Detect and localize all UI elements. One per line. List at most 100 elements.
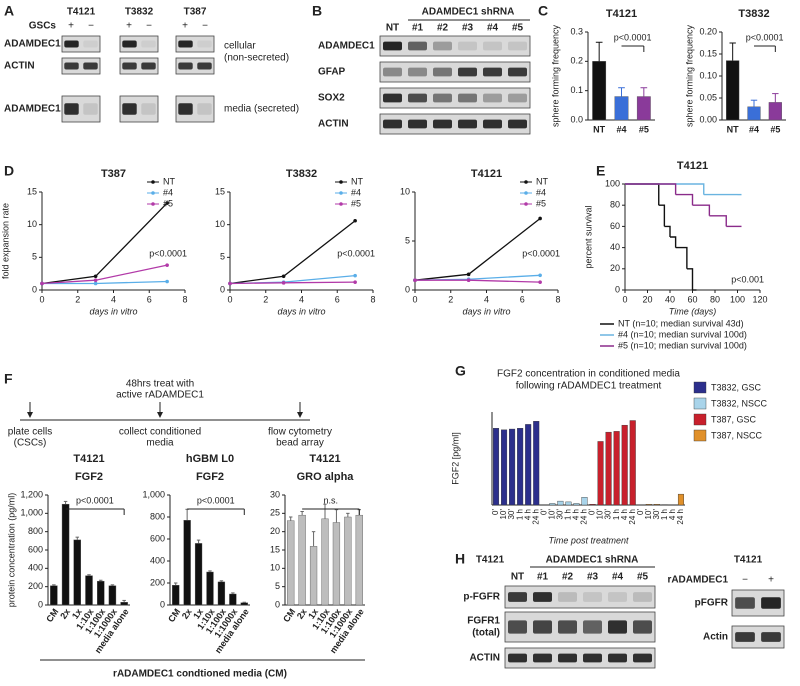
x-tick-label: 8 (370, 294, 375, 304)
y-tick-label: 10 (27, 219, 37, 229)
blot (379, 113, 531, 135)
blot-title: ADAMDEC1 shRNA (422, 7, 515, 18)
x-tick-label: 0' (588, 509, 597, 515)
y-tick-label: 1,000 (20, 508, 43, 518)
row-label: ACTIN (318, 119, 349, 130)
point (40, 281, 44, 286)
bar (581, 497, 588, 506)
annotation: p<0.0001 (614, 32, 652, 42)
legend-label: #4 (163, 187, 173, 197)
survival-step (675, 246, 688, 269)
y-tick-label: 1,000 (142, 489, 165, 499)
y-tick-label: 5 (32, 252, 37, 262)
band (608, 653, 627, 663)
band (383, 41, 402, 51)
point (538, 273, 542, 278)
legend-marker (339, 202, 343, 206)
y-tick-label: 0.1 (570, 85, 583, 95)
legend-marker (339, 191, 343, 195)
x-tick-label: 0 (39, 294, 44, 304)
x-tick-label: 30' (507, 509, 516, 520)
lane-label: #1 (537, 572, 549, 583)
legend-swatch (693, 429, 707, 442)
band (508, 592, 527, 602)
band (197, 103, 212, 115)
survival-step (670, 236, 677, 248)
row-label: GFAP (318, 67, 346, 78)
band (383, 93, 402, 103)
x-tick-label: 24 h (628, 509, 637, 525)
blot (379, 35, 531, 57)
point (538, 216, 542, 221)
band (761, 632, 781, 642)
x-tick-label: 10' (596, 509, 605, 520)
bar (96, 580, 105, 606)
band (508, 41, 527, 51)
survival-step (625, 183, 660, 206)
chart-title: T3832 (286, 168, 317, 180)
lane-label: NT (386, 23, 399, 34)
blot (119, 35, 159, 53)
y-tick-label: 0 (615, 284, 620, 294)
y-tick-label: 15 (270, 544, 280, 554)
band (433, 41, 452, 51)
step-label: media (146, 438, 174, 449)
sign: − (742, 575, 748, 586)
panel-label: F (4, 371, 13, 387)
point (538, 280, 542, 284)
lane-label: #2 (562, 572, 574, 583)
point (165, 201, 169, 205)
legend-label: #4 (351, 187, 361, 197)
footer: rADAMDEC1 condtioned media (CM) (113, 669, 287, 680)
timeline-note: 48hrs treat with (126, 379, 194, 390)
y-tick-label: 0 (405, 284, 410, 294)
band (122, 103, 137, 115)
bar (768, 102, 782, 121)
band (483, 93, 502, 103)
band (508, 653, 527, 663)
x-tick-label: #5 (639, 124, 649, 134)
step-label: flow cytometry (268, 427, 332, 438)
line (229, 281, 356, 285)
legend-label: T387, GSC (711, 414, 757, 424)
chart-title: T4121 (73, 453, 104, 465)
y-tick-label: 30 (270, 489, 280, 499)
blot (731, 625, 785, 649)
y-tick-label: 0 (32, 284, 37, 294)
bar (597, 441, 604, 506)
band (178, 103, 193, 115)
band (64, 62, 79, 70)
arrow-head (157, 412, 163, 418)
y-tick-label: 5 (275, 581, 280, 591)
timeline-note: active rADAMDEC1 (116, 390, 204, 401)
y-tick-label: 5 (405, 235, 410, 245)
band (122, 40, 137, 48)
row-label: ADAMDEC1 (4, 39, 61, 50)
bar (549, 503, 556, 506)
y-tick-label: 0.15 (699, 48, 717, 58)
blot (504, 611, 656, 643)
band (433, 119, 452, 129)
bar (525, 424, 532, 506)
cell-line: T4121 (476, 555, 505, 566)
point (353, 218, 357, 223)
legend-label: #5 (351, 198, 361, 208)
row-label: ADAMDEC1 (318, 41, 375, 52)
lane-label: #5 (512, 23, 524, 34)
survival-step (692, 204, 711, 216)
y-tick-label: 60 (610, 221, 620, 231)
y-tick-label: 20 (270, 526, 280, 536)
blot (175, 57, 215, 75)
chart-title: hGBM L0 (186, 453, 234, 465)
bar (50, 585, 58, 606)
point (466, 278, 471, 283)
legend-label: NT (163, 176, 175, 186)
legend-label: NT (n=10; median survival 43d) (618, 318, 744, 328)
legend-label: T3832, GSC (711, 382, 762, 392)
survival-step (658, 204, 666, 227)
band (583, 653, 602, 663)
bar (565, 501, 572, 506)
bar (629, 420, 636, 506)
x-tick-label: 30' (604, 509, 613, 520)
y-axis-label: sphere forming frequency (684, 24, 694, 127)
